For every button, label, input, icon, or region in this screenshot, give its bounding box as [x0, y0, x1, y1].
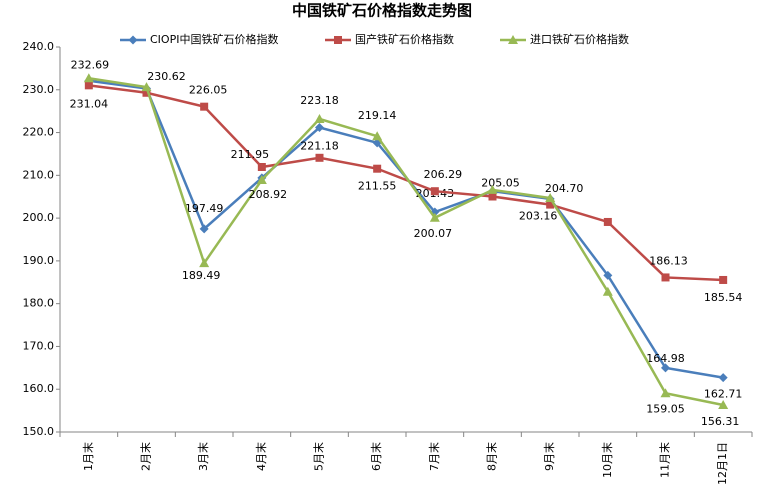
- data-label: 211.95: [231, 148, 270, 161]
- data-label: 185.54: [704, 291, 743, 304]
- y-tick-label: 160.0: [23, 382, 55, 395]
- marker: [718, 400, 729, 410]
- marker: [256, 174, 267, 184]
- y-tick-label: 200.0: [23, 211, 55, 224]
- marker: [372, 131, 383, 141]
- y-tick-label: 180.0: [23, 297, 55, 310]
- x-tick-label: 7月末: [427, 442, 441, 471]
- marker: [83, 73, 94, 83]
- data-label: 231.04: [70, 97, 109, 110]
- legend-label: 国产铁矿石价格指数: [355, 32, 454, 46]
- marker: [718, 373, 728, 383]
- y-tick-label: 150.0: [23, 425, 55, 438]
- x-tick-label: 10月末: [600, 442, 614, 478]
- marker: [142, 88, 151, 97]
- x-tick-label: 5月末: [312, 442, 326, 471]
- marker: [429, 212, 440, 222]
- data-label: 206.29: [424, 168, 463, 181]
- marker: [660, 388, 671, 398]
- marker: [314, 113, 325, 123]
- x-tick-label: 3月末: [196, 442, 210, 471]
- marker: [719, 275, 728, 284]
- marker: [661, 273, 670, 282]
- series-line: [88, 84, 724, 282]
- marker: [603, 270, 613, 280]
- x-tick-label: 2月末: [139, 442, 153, 471]
- data-label: 164.98: [646, 352, 685, 365]
- data-label: 204.70: [545, 182, 584, 195]
- x-tick-label: 12月1日: [716, 442, 729, 485]
- marker: [199, 258, 210, 268]
- data-label: 205.05: [481, 177, 520, 190]
- chart-title: 中国铁矿石价格指数走势图: [292, 2, 472, 20]
- marker: [315, 153, 324, 162]
- marker: [200, 102, 209, 111]
- series-line: [88, 79, 724, 379]
- marker: [373, 164, 382, 173]
- marker: [257, 162, 266, 171]
- data-label: 197.49: [185, 202, 224, 215]
- y-tick-label: 170.0: [23, 339, 55, 352]
- data-label: 203.16: [519, 210, 558, 223]
- marker: [128, 35, 138, 45]
- marker: [141, 82, 152, 92]
- x-tick-label: 9月末: [542, 442, 556, 471]
- marker: [545, 193, 556, 203]
- marker: [199, 224, 209, 234]
- legend-label: CIOPI中国铁矿石价格指数: [150, 32, 278, 46]
- data-label: 230.62: [147, 70, 186, 83]
- data-label: 226.05: [189, 84, 228, 97]
- data-label: 221.18: [300, 140, 339, 153]
- marker: [334, 36, 342, 44]
- series-line: [88, 77, 724, 407]
- x-tick-label: 4月末: [254, 442, 268, 471]
- y-tick-label: 240.0: [23, 40, 55, 53]
- marker: [546, 200, 555, 209]
- marker: [487, 184, 498, 194]
- y-tick-label: 230.0: [23, 83, 55, 96]
- legend-label: 进口铁矿石价格指数: [530, 32, 629, 46]
- data-label: 200.07: [414, 227, 453, 240]
- y-tick-label: 220.0: [23, 126, 55, 139]
- data-label: 208.92: [249, 188, 288, 201]
- x-tick-label: 1月末: [81, 442, 95, 471]
- data-label: 189.49: [182, 269, 221, 282]
- x-tick-label: 11月末: [658, 442, 672, 478]
- marker: [488, 192, 497, 201]
- y-tick-label: 190.0: [23, 254, 55, 267]
- marker: [603, 217, 612, 226]
- data-label: 162.71: [704, 388, 743, 401]
- x-tick-label: 8月末: [485, 442, 499, 471]
- marker: [508, 35, 518, 44]
- marker: [661, 363, 670, 373]
- marker: [602, 286, 613, 296]
- data-label: 186.13: [649, 254, 688, 267]
- data-label: 223.18: [300, 94, 339, 107]
- data-label: 156.31: [701, 415, 740, 428]
- marker: [84, 81, 93, 90]
- marker: [430, 187, 439, 196]
- data-label: 211.55: [358, 180, 397, 193]
- data-label: 159.05: [646, 402, 685, 415]
- marker: [315, 123, 324, 133]
- data-label: 232.69: [71, 58, 110, 71]
- x-tick-label: 6月末: [369, 442, 383, 471]
- data-label: 219.14: [358, 109, 397, 122]
- y-tick-label: 210.0: [23, 168, 55, 181]
